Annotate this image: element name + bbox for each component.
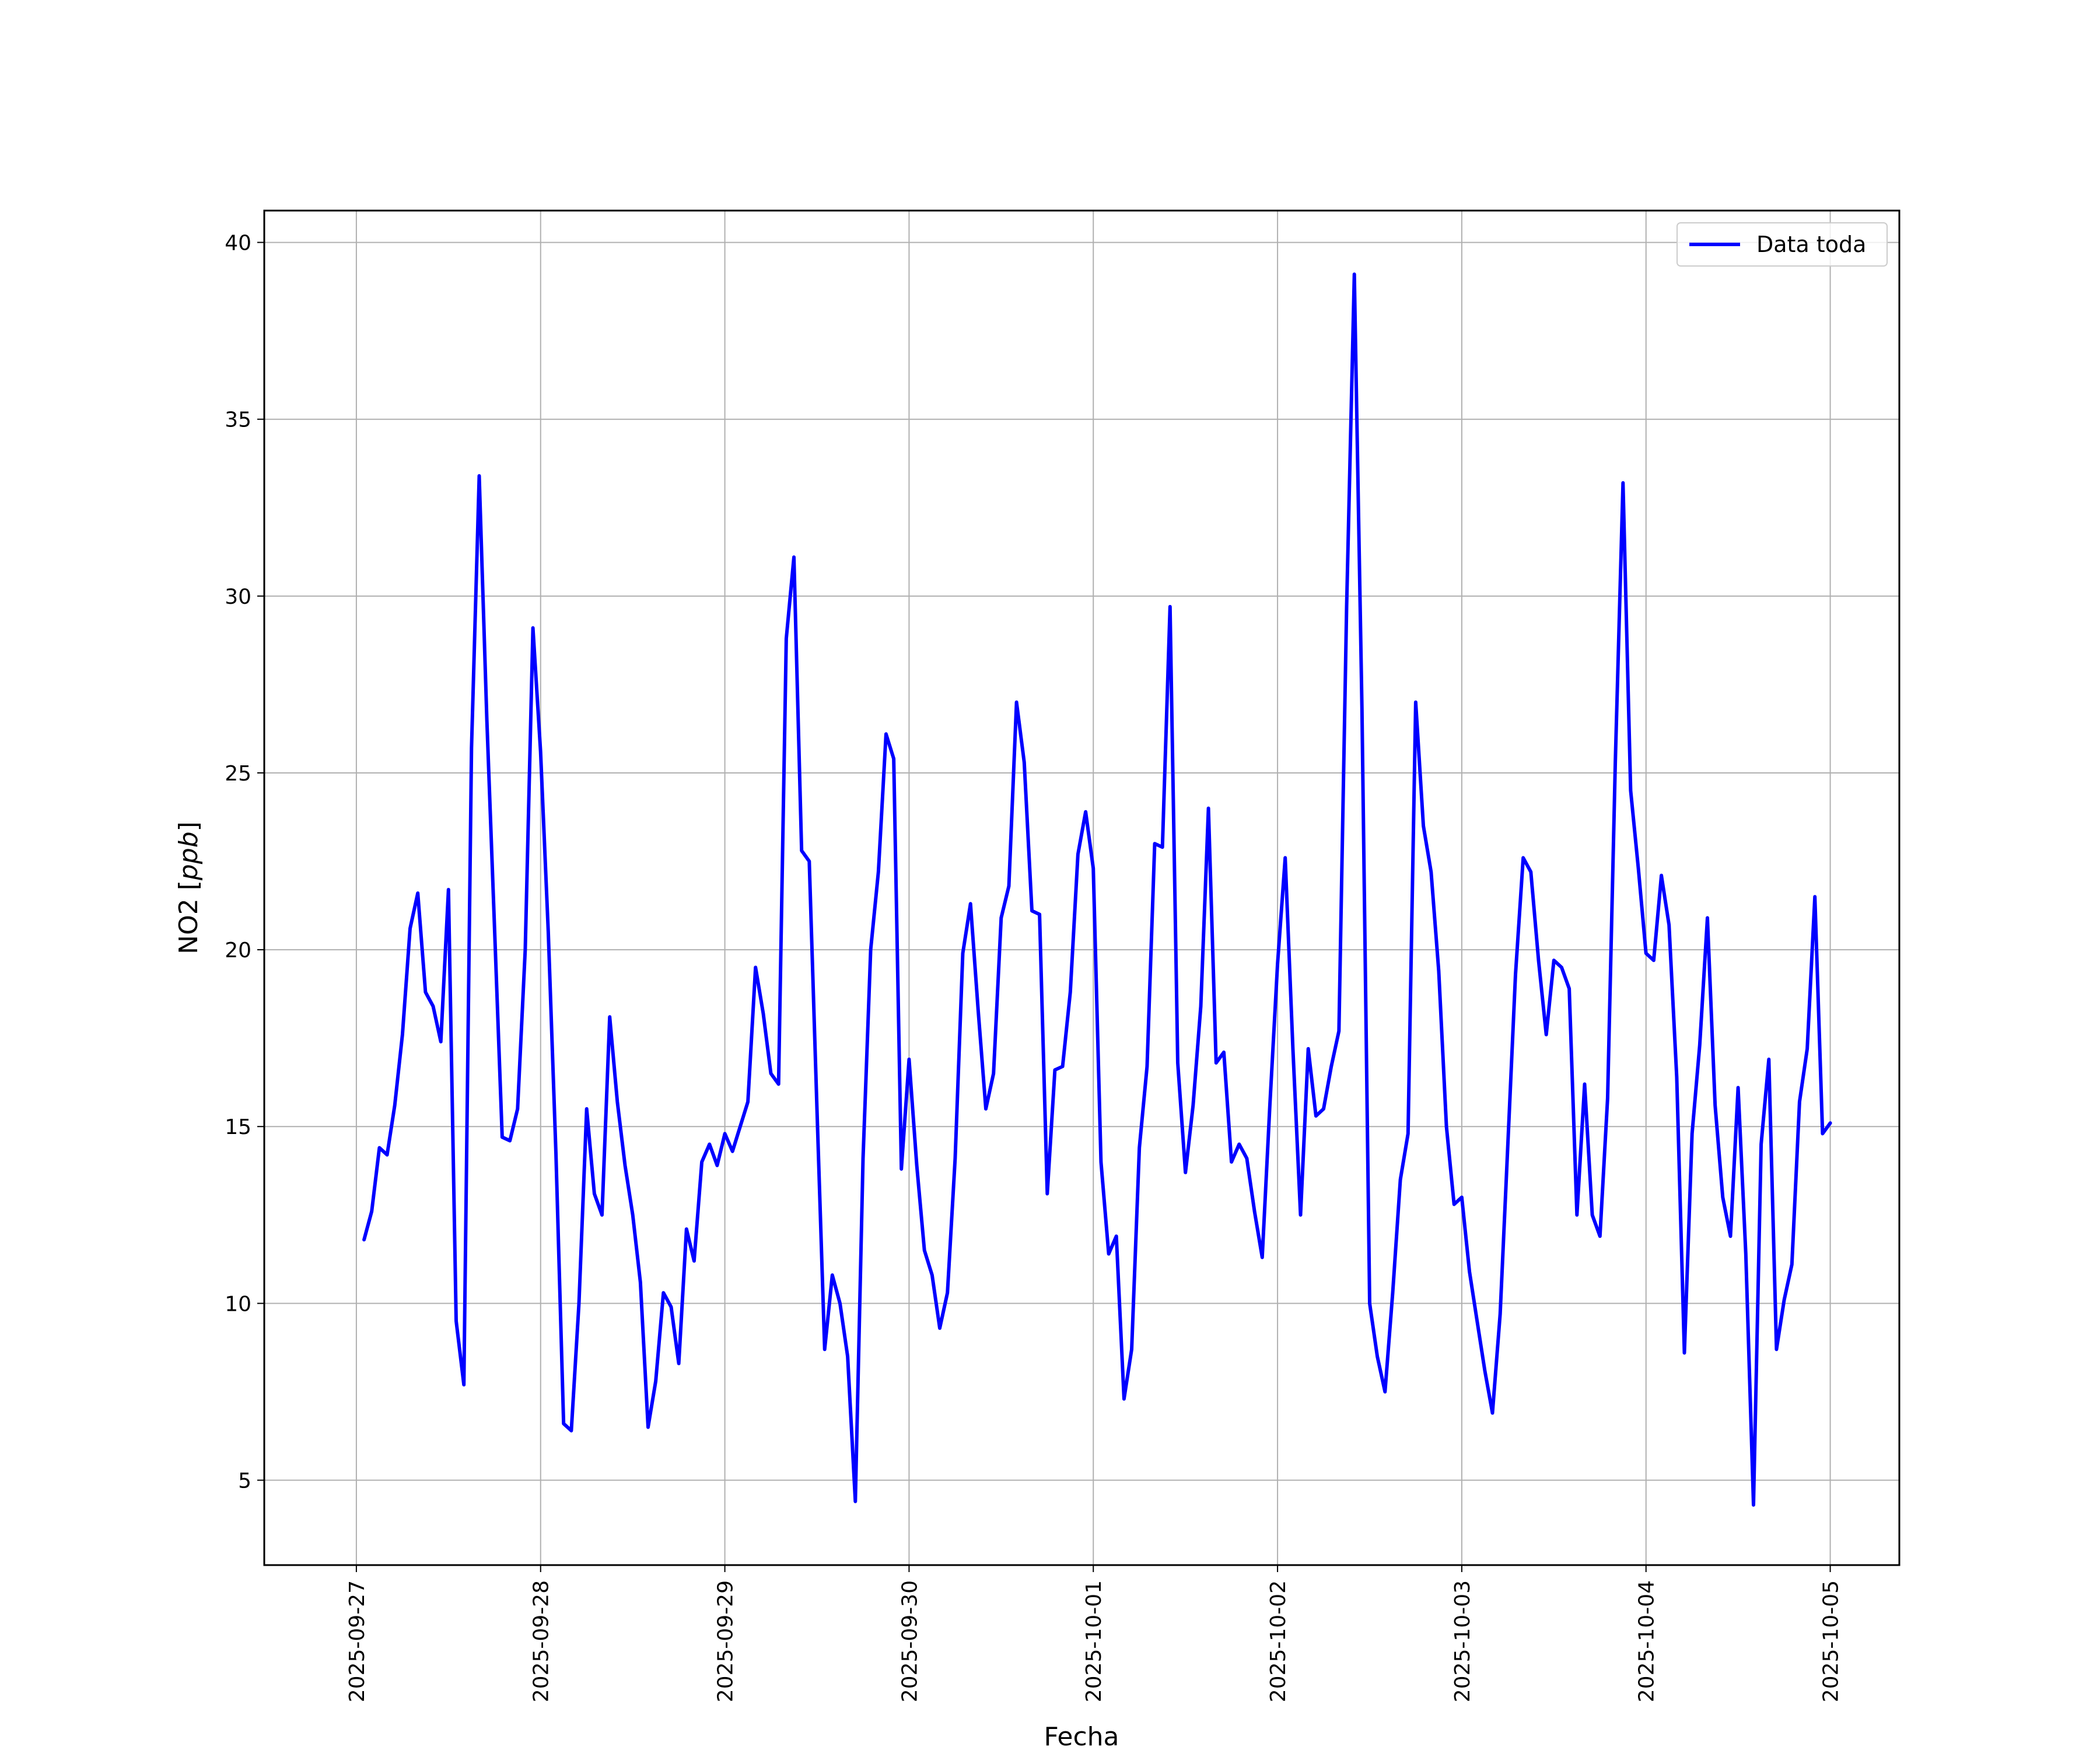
- y-axis-ticks: 5 10 15 20 25 30 35 40: [225, 232, 264, 1493]
- x-tick-label: 2025-10-05: [1819, 1580, 1843, 1702]
- x-axis-ticks: 2025-09-27 2025-09-28 2025-09-29 2025-09-30…: [345, 1565, 1843, 1702]
- plot-frame: [263, 209, 1901, 1566]
- grid-lines: [264, 211, 1899, 1565]
- legend: Data toda: [1676, 222, 1888, 267]
- y-tick-label: 35: [225, 408, 251, 432]
- y-axis-title: NO2 [ppb]: [174, 821, 204, 954]
- x-tick-label: 2025-09-28: [530, 1580, 554, 1702]
- plot-area: [264, 211, 1899, 1565]
- y-tick-label: 25: [225, 762, 251, 786]
- y-tick-label: 40: [225, 232, 251, 256]
- y-tick-label: 5: [238, 1469, 251, 1493]
- y-tick-label: 20: [225, 939, 251, 963]
- x-tick-label: 2025-09-27: [345, 1580, 369, 1702]
- x-tick-label: 2025-10-02: [1266, 1580, 1290, 1702]
- legend-box: [1676, 222, 1888, 267]
- x-tick-label: 2025-10-01: [1082, 1580, 1106, 1702]
- x-tick-label: 2025-09-29: [714, 1580, 738, 1702]
- x-tick-label: 2025-09-30: [898, 1580, 922, 1702]
- x-axis-title: Fecha: [1044, 1722, 1119, 1750]
- y-tick-label: 15: [225, 1115, 251, 1139]
- legend-label-data-toda: Data toda: [1756, 232, 1866, 257]
- x-tick-label: 2025-10-03: [1451, 1580, 1475, 1702]
- y-tick-label: 10: [225, 1292, 251, 1316]
- series-line-0: [362, 272, 1832, 1507]
- x-tick-label: 2025-10-04: [1635, 1580, 1659, 1702]
- series-layer: [362, 272, 1832, 1507]
- y-tick-label: 30: [225, 585, 251, 609]
